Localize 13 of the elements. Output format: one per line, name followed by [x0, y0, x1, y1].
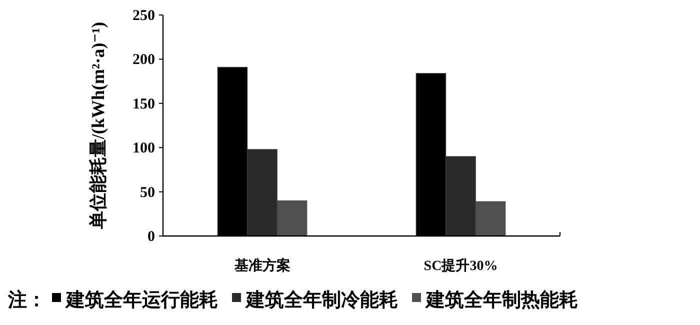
legend-label: 建筑全年制冷能耗: [244, 289, 398, 311]
x-tick-label: SC提升30%: [424, 257, 498, 274]
x-tick-label: 基准方案: [233, 257, 290, 274]
y-tick-label: 0: [148, 229, 155, 245]
y-tick-label: 50: [140, 184, 155, 201]
legend-label: 建筑全年运行能耗: [64, 289, 218, 311]
y-tick-label: 100: [132, 140, 155, 157]
y-tick-label: 200: [132, 52, 155, 68]
y-tick-label: 250: [132, 8, 155, 24]
y-tick-label: 150: [132, 96, 155, 112]
legend-label: 建筑全年制热能耗: [424, 289, 578, 311]
legend-title: 注：: [7, 289, 46, 311]
y-axis-title: 单位能耗量/(kWh(m²·a)⁻¹): [88, 22, 108, 230]
